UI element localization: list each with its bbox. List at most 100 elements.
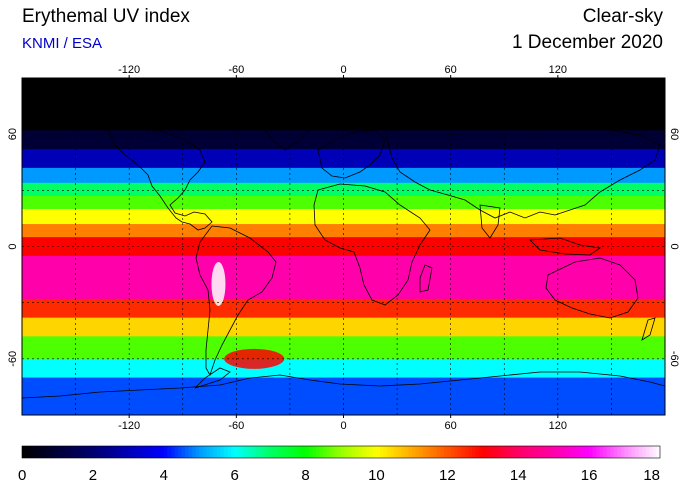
uv-band xyxy=(22,195,665,210)
colorbar-segment xyxy=(199,446,204,458)
colorbar-segment xyxy=(291,446,296,458)
uv-band xyxy=(22,255,665,300)
colorbar-segment xyxy=(543,446,548,458)
colorbar-segment xyxy=(606,446,611,458)
colorbar-segment xyxy=(511,446,516,458)
colorbar-segment xyxy=(567,446,572,458)
colorbar-segment xyxy=(656,446,661,458)
coastline-antarctic-peninsula xyxy=(194,367,231,389)
colorbar-segment xyxy=(270,446,275,458)
colorbar-segment xyxy=(507,446,512,458)
colorbar-segment xyxy=(652,446,658,458)
colorbar-segment xyxy=(39,446,44,458)
colorbar-segment xyxy=(22,446,27,458)
uv-hotspot xyxy=(224,348,285,369)
uv-band xyxy=(22,317,665,337)
colorbar-segment xyxy=(305,446,310,458)
colorbar: 0 2 4 6 8 10 12 14 16 18 xyxy=(18,445,661,484)
uv-hotspot-layer xyxy=(211,261,285,369)
lat-tick-label-right: 0 xyxy=(668,243,680,249)
colorbar-segment xyxy=(457,446,463,458)
colorbar-segment xyxy=(440,446,445,458)
coastline-australia xyxy=(545,257,639,319)
uv-band xyxy=(22,209,665,225)
colorbar-segment xyxy=(645,446,650,458)
colorbar-segment xyxy=(309,446,314,458)
colorbar-segment xyxy=(220,446,225,458)
coastline-new-zealand xyxy=(641,317,656,341)
colorbar-segment xyxy=(532,446,537,458)
colorbar-segment xyxy=(259,446,264,458)
colorbar-segment xyxy=(592,446,597,458)
colorbar-segment xyxy=(564,446,569,458)
colorbar-segment xyxy=(255,446,261,458)
colorbar-segment xyxy=(53,446,59,458)
colorbar-segment xyxy=(213,446,218,458)
colorbar-segment xyxy=(465,446,470,458)
colorbar-segment xyxy=(574,446,580,458)
colorbar-segment xyxy=(472,446,477,458)
colorbar-segment xyxy=(362,446,367,458)
lon-tick-label-bottom: 0 xyxy=(340,420,346,432)
colorbar-segment xyxy=(195,446,200,458)
colorbar-segment xyxy=(92,446,98,458)
colorbar-tick-label: 8 xyxy=(301,467,309,484)
colorbar-segment xyxy=(482,446,487,458)
lat-tick-label-right: -60 xyxy=(668,351,680,367)
colorbar-segment xyxy=(461,446,466,458)
colorbar-segment xyxy=(418,446,424,458)
colorbar-segment xyxy=(202,446,207,458)
colorbar-segment xyxy=(631,446,636,458)
colorbar-segment xyxy=(146,446,151,458)
lon-tick-label-bottom: -120 xyxy=(118,420,140,432)
colorbar-segment xyxy=(638,446,643,458)
colorbar-segment xyxy=(372,446,378,458)
colorbar-segment xyxy=(525,446,530,458)
colorbar-segment xyxy=(610,446,615,458)
colorbar-segment xyxy=(36,446,41,458)
colorbar-segment xyxy=(57,446,62,458)
colorbar-segment xyxy=(621,446,626,458)
lat-tick-label-left: 60 xyxy=(7,128,19,140)
colorbar-segment xyxy=(224,446,229,458)
lat-tick-label-right: 60 xyxy=(668,128,680,140)
colorbar-segment xyxy=(504,446,509,458)
colorbar-segment xyxy=(110,446,115,458)
colorbar-segment xyxy=(82,446,87,458)
colorbar-segment xyxy=(273,446,278,458)
colorbar-segment xyxy=(326,446,331,458)
colorbar-segment xyxy=(185,446,190,458)
coastline-africa xyxy=(313,183,431,306)
colorbar-segment xyxy=(383,446,388,458)
colorbar-segment xyxy=(294,446,300,458)
colorbar-segment xyxy=(312,446,317,458)
colorbar-segment xyxy=(514,446,519,458)
lat-tick-label-left: 0 xyxy=(7,243,19,249)
colorbar-segment xyxy=(68,446,73,458)
colorbar-segment xyxy=(78,446,83,458)
colorbar-frame xyxy=(21,445,661,459)
colorbar-segment xyxy=(252,446,257,458)
colorbar-segment xyxy=(32,446,37,458)
colorbar-segment xyxy=(557,446,562,458)
colorbar-segment xyxy=(351,446,356,458)
colorbar-segment xyxy=(617,446,622,458)
colorbar-segment xyxy=(227,446,232,458)
colorbar-segment xyxy=(160,446,165,458)
colorbar-segment xyxy=(43,446,48,458)
colorbar-segment xyxy=(401,446,406,458)
map-title: Erythemal UV index xyxy=(22,6,190,27)
colorbar-segment xyxy=(284,446,289,458)
colorbar-segment xyxy=(266,446,271,458)
axis-tick-layer: -120 -120 -60 -60 0 0 60 60 120 120 60 60 0 0 -60 -60 xyxy=(7,64,680,432)
colorbar-segment xyxy=(415,446,420,458)
coastline-indonesia xyxy=(529,237,602,256)
colorbar-segment xyxy=(50,446,55,458)
colorbar-tick-label: 4 xyxy=(160,467,168,484)
colorbar-segment xyxy=(390,446,395,458)
colorbar-segment xyxy=(376,446,381,458)
colorbar-segment xyxy=(550,446,555,458)
colorbar-segment xyxy=(344,446,349,458)
colorbar-segment xyxy=(422,446,427,458)
colorbar-segment xyxy=(642,446,647,458)
